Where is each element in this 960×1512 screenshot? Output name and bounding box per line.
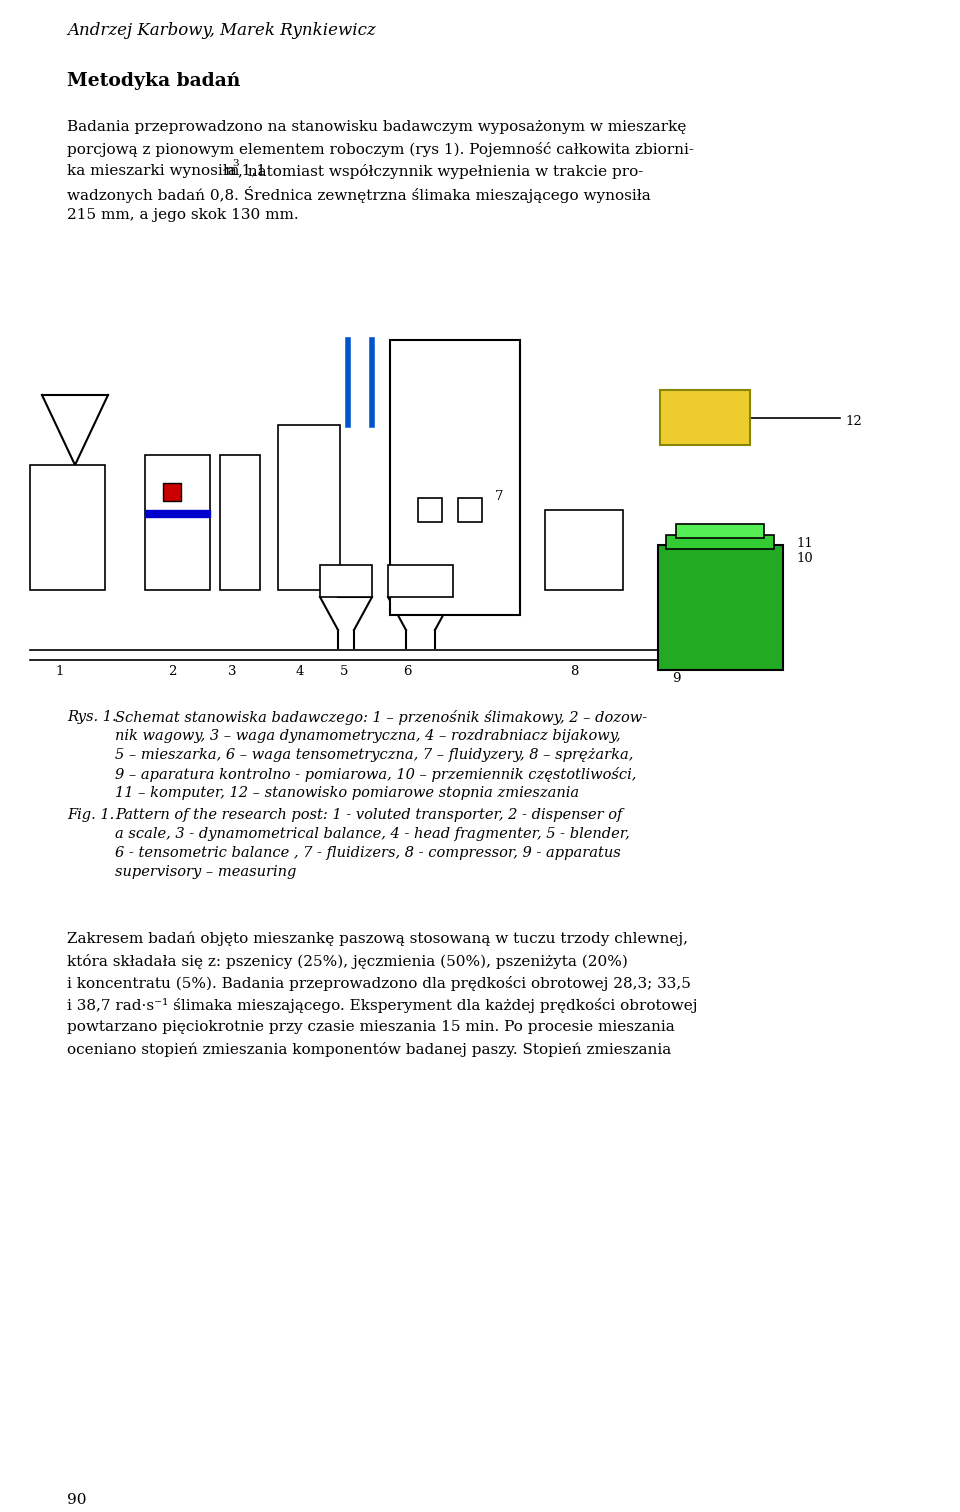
Bar [658, 544, 783, 670]
Bar [278, 425, 340, 590]
Bar [458, 497, 482, 522]
Text: supervisory – measuring: supervisory – measuring [115, 865, 297, 878]
Bar [388, 565, 453, 597]
Text: 12: 12 [845, 414, 862, 428]
Text: Badania przeprowadzono na stanowisku badawczym wyposażonym w mieszarkę: Badania przeprowadzono na stanowisku bad… [67, 119, 686, 135]
Text: i 38,7 rad·s⁻¹ ślimaka mieszającego. Eksperyment dla każdej prędkości obrotowej: i 38,7 rad·s⁻¹ ślimaka mieszającego. Eks… [67, 998, 698, 1013]
Text: 4: 4 [296, 665, 304, 677]
Text: 9: 9 [672, 671, 681, 685]
Text: 11 – komputer, 12 – stanowisko pomiarowe stopnia zmieszania: 11 – komputer, 12 – stanowisko pomiarowe… [115, 786, 579, 800]
Text: Rys. 1.: Rys. 1. [67, 711, 116, 724]
Text: 3: 3 [232, 159, 239, 168]
Text: 90: 90 [67, 1492, 86, 1507]
Text: nik wagowy, 3 – waga dynamometryczna, 4 – rozdrabniacz bijakowy,: nik wagowy, 3 – waga dynamometryczna, 4 … [115, 729, 620, 742]
Text: Metodyka badań: Metodyka badań [67, 73, 240, 91]
Text: 6 - tensometric balance , 7 - fluidizers, 8 - compressor, 9 - apparatus: 6 - tensometric balance , 7 - fluidizers… [115, 847, 621, 860]
Bar [666, 535, 774, 549]
Text: 11: 11 [796, 537, 813, 550]
Text: 8: 8 [570, 665, 578, 677]
Text: która składała się z: pszenicy (25%), jęczmienia (50%), pszeniżyta (20%): która składała się z: pszenicy (25%), ję… [67, 954, 628, 969]
Text: 10: 10 [796, 552, 813, 565]
Text: 1: 1 [55, 665, 63, 677]
Text: porcjową z pionowym elementem roboczym (rys 1). Pojemność całkowita zbiorni-: porcjową z pionowym elementem roboczym (… [67, 142, 694, 157]
Text: wadzonych badań 0,8. Średnica zewnętrzna ślimaka mieszającego wynosiła: wadzonych badań 0,8. Średnica zewnętrzna… [67, 186, 651, 203]
Bar [320, 565, 372, 597]
Text: ka mieszarki wynosiła 1,1: ka mieszarki wynosiła 1,1 [67, 163, 271, 178]
Text: 3: 3 [228, 665, 236, 677]
Bar [145, 455, 210, 590]
Text: 2: 2 [168, 665, 177, 677]
Bar [220, 455, 260, 590]
Text: 215 mm, a jego skok 130 mm.: 215 mm, a jego skok 130 mm. [67, 209, 299, 222]
Bar [163, 482, 181, 500]
Bar [545, 510, 623, 590]
Text: Pattern of the research post: 1 - voluted transporter, 2 - dispenser of: Pattern of the research post: 1 - volute… [115, 807, 622, 823]
Text: oceniano stopień zmieszania komponentów badanej paszy. Stopień zmieszania: oceniano stopień zmieszania komponentów … [67, 1042, 671, 1057]
Text: m: m [225, 163, 239, 178]
Bar [390, 340, 520, 615]
Text: Schemat stanowiska badawczego: 1 – przenośnik ślimakowy, 2 – dozow-: Schemat stanowiska badawczego: 1 – przen… [115, 711, 647, 724]
Text: , natomiast współczynnik wypełnienia w trakcie pro-: , natomiast współczynnik wypełnienia w t… [238, 163, 643, 178]
Bar [660, 390, 750, 445]
Text: 7: 7 [495, 490, 503, 503]
Bar [145, 510, 210, 517]
Text: Andrzej Karbowy, Marek Rynkiewicz: Andrzej Karbowy, Marek Rynkiewicz [67, 23, 375, 39]
Text: 5: 5 [340, 665, 348, 677]
Text: a scale, 3 - dynamometrical balance, 4 - head fragmenter, 5 - blender,: a scale, 3 - dynamometrical balance, 4 -… [115, 827, 630, 841]
Text: 6: 6 [403, 665, 412, 677]
Text: Fig. 1.: Fig. 1. [67, 807, 114, 823]
Text: 9 – aparatura kontrolno - pomiarowa, 10 – przemiennik częstotliwości,: 9 – aparatura kontrolno - pomiarowa, 10 … [115, 767, 636, 782]
Text: i koncentratu (5%). Badania przeprowadzono dla prędkości obrotowej 28,3; 33,5: i koncentratu (5%). Badania przeprowadzo… [67, 977, 691, 990]
Text: Zakresem badań objęto mieszankę paszową stosowaną w tuczu trzody chlewnej,: Zakresem badań objęto mieszankę paszową … [67, 931, 688, 947]
Text: 5 – mieszarka, 6 – waga tensometryczna, 7 – fluidyzery, 8 – sprężarka,: 5 – mieszarka, 6 – waga tensometryczna, … [115, 748, 634, 762]
Bar [418, 497, 442, 522]
Bar [676, 525, 764, 538]
Bar [30, 466, 105, 590]
Text: powtarzano pięciokrotnie przy czasie mieszania 15 min. Po procesie mieszania: powtarzano pięciokrotnie przy czasie mie… [67, 1021, 675, 1034]
